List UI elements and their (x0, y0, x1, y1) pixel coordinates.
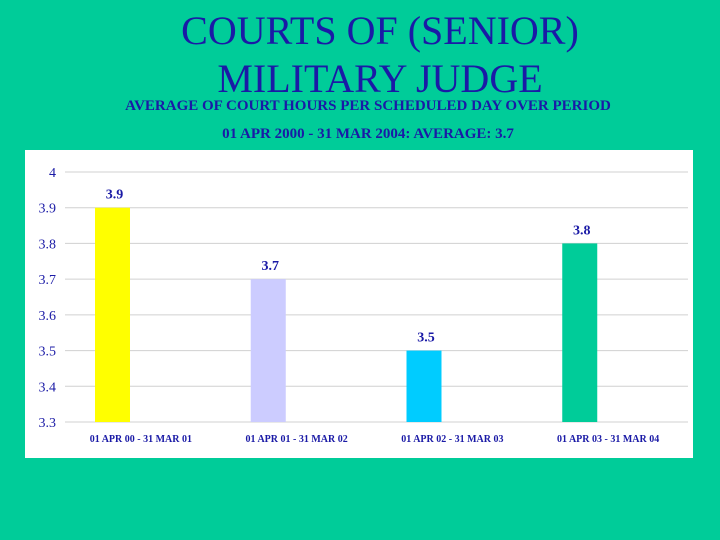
y-tick-label: 3.6 (39, 309, 57, 324)
y-tick-label: 3.9 (39, 202, 57, 217)
chart-subtitle-line1: AVERAGE OF COURT HOURS PER SCHEDULED DAY… (125, 98, 611, 114)
data-label: 3.7 (262, 259, 280, 274)
x-tick-label: 01 APR 02 - 31 MAR 03 (401, 434, 503, 445)
chart-subtitle-line2: 01 APR 2000 - 31 MAR 2004: AVERAGE: 3.7 (222, 126, 514, 142)
y-tick-label: 3.7 (39, 273, 57, 288)
y-tick-label: 3.8 (39, 237, 57, 252)
bar (250, 279, 286, 422)
slide-title-line2: MILITARY JUDGE (217, 56, 543, 101)
x-tick-label: 01 APR 00 - 31 MAR 01 (90, 434, 192, 445)
data-label: 3.8 (573, 223, 591, 238)
data-label: 3.5 (417, 331, 435, 346)
bar (95, 207, 130, 422)
y-tick-label: 3.5 (39, 345, 57, 360)
x-tick-label: 01 APR 01 - 31 MAR 02 (246, 434, 348, 445)
bar (562, 243, 598, 422)
chart-panel: 3.3 3.4 3.5 3.6 3.7 3.8 3.9 4 3.9 01 APR 00 - 31 … (25, 150, 693, 458)
y-tick-label: 3.4 (39, 380, 57, 395)
y-tick-label: 4 (49, 166, 56, 181)
slide-title-line1: COURTS OF (SENIOR) (181, 8, 579, 53)
bar-chart: 3.3 3.4 3.5 3.6 3.7 3.8 3.9 4 3.9 01 APR 00 - 31 … (39, 166, 688, 445)
x-tick-label: 01 APR 03 - 31 MAR 04 (557, 434, 659, 445)
data-label: 3.9 (106, 188, 124, 203)
bar (406, 350, 442, 422)
y-tick-label: 3.3 (39, 416, 57, 431)
